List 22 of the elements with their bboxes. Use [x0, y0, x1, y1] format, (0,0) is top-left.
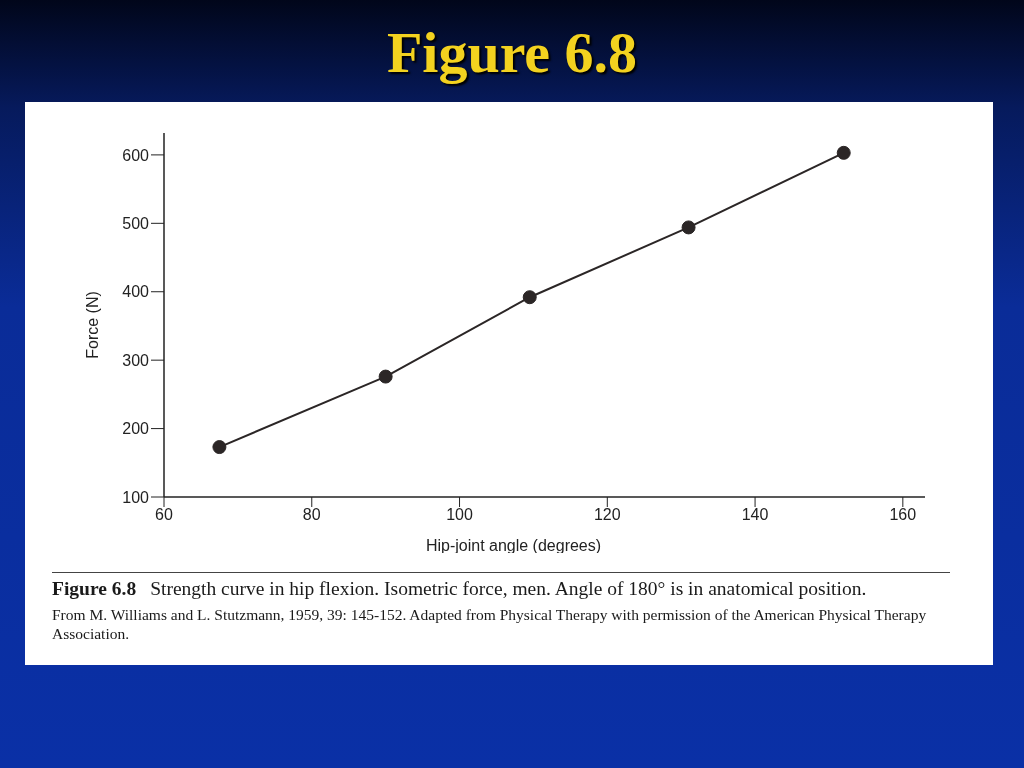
x-tick-label: 80	[302, 506, 321, 524]
x-tick-label: 100	[446, 506, 473, 524]
chart-title: Figure 6.8	[386, 20, 638, 85]
y-axis-title: Force (N)	[83, 291, 101, 359]
x-tick-label: 140	[741, 506, 769, 524]
y-tick-label: 200	[122, 420, 150, 438]
point	[212, 440, 227, 455]
point	[522, 290, 537, 305]
y-tick-label: 100	[122, 488, 150, 506]
point	[378, 369, 393, 384]
caption: Figure 6.8	[52, 578, 137, 599]
x-tick-label: 160	[889, 506, 917, 524]
y-tick-label: 300	[122, 351, 150, 369]
y-tick-label: 400	[122, 283, 150, 301]
point	[836, 145, 851, 160]
point	[681, 220, 696, 235]
x-tick-label: 120	[593, 506, 621, 524]
y-tick-label: 500	[122, 215, 150, 232]
x-tick-label: 60	[155, 506, 173, 524]
y-tick-label: 600	[122, 146, 150, 164]
text: Strength curve in hip flexion. Isometric force, men. Angle of 180° is in anatomical position.	[150, 578, 867, 599]
text: From M. Williams and L. Stutzmann, 1959, 39: 145-152. Adapted from Physical Therapy with permission of the American Physical Therapy Association.	[52, 605, 928, 643]
